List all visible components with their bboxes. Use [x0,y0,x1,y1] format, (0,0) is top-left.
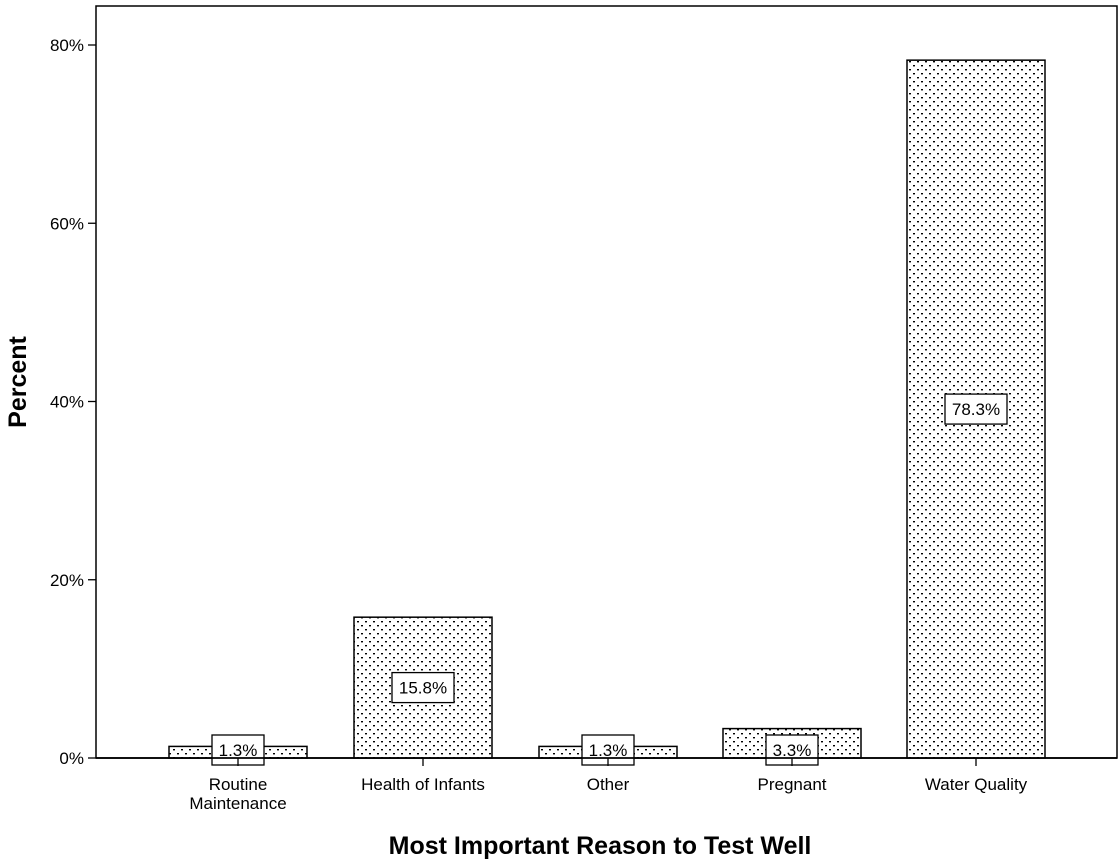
x-tick-label-line: Health of Infants [361,775,485,794]
x-tick-label: Health of Infants [361,775,485,794]
data-label: 1.3% [219,741,258,760]
x-tick-label-line: Pregnant [758,775,827,794]
y-tick-label: 40% [50,393,84,412]
bars-group [168,59,1046,759]
y-tick-label: 0% [59,749,84,768]
x-tick-label: Other [587,775,630,794]
y-axis: 0% 20% 40% 60% 80% [50,36,96,768]
x-tick-label: Pregnant [758,775,827,794]
x-tick-label-line: Routine [209,775,268,794]
x-tick-label: Routine Maintenance [189,775,286,813]
data-label: 1.3% [589,741,628,760]
data-label-box [944,393,1008,425]
data-label: 3.3% [773,741,812,760]
y-axis-title: Percent [4,335,32,427]
data-labels-group: 1.3% 15.8% 1.3% 3.3% 78.3% [211,393,1008,766]
x-axis: Routine Maintenance Health of Infants Other… [96,757,1117,813]
data-label: 78.3% [952,400,1000,419]
y-tick-label: 60% [50,214,84,233]
y-tick-label: 80% [50,36,84,55]
data-label: 15.8% [399,679,447,698]
data-label-box [391,671,455,704]
y-tick-label: 20% [50,571,84,590]
x-tick-label-line: Water Quality [925,775,1028,794]
x-tick-label: Water Quality [925,775,1028,794]
x-axis-title: Most Important Reason to Test Well [389,832,812,860]
x-tick-label-line: Other [587,775,630,794]
x-tick-label-line: Maintenance [189,794,286,813]
